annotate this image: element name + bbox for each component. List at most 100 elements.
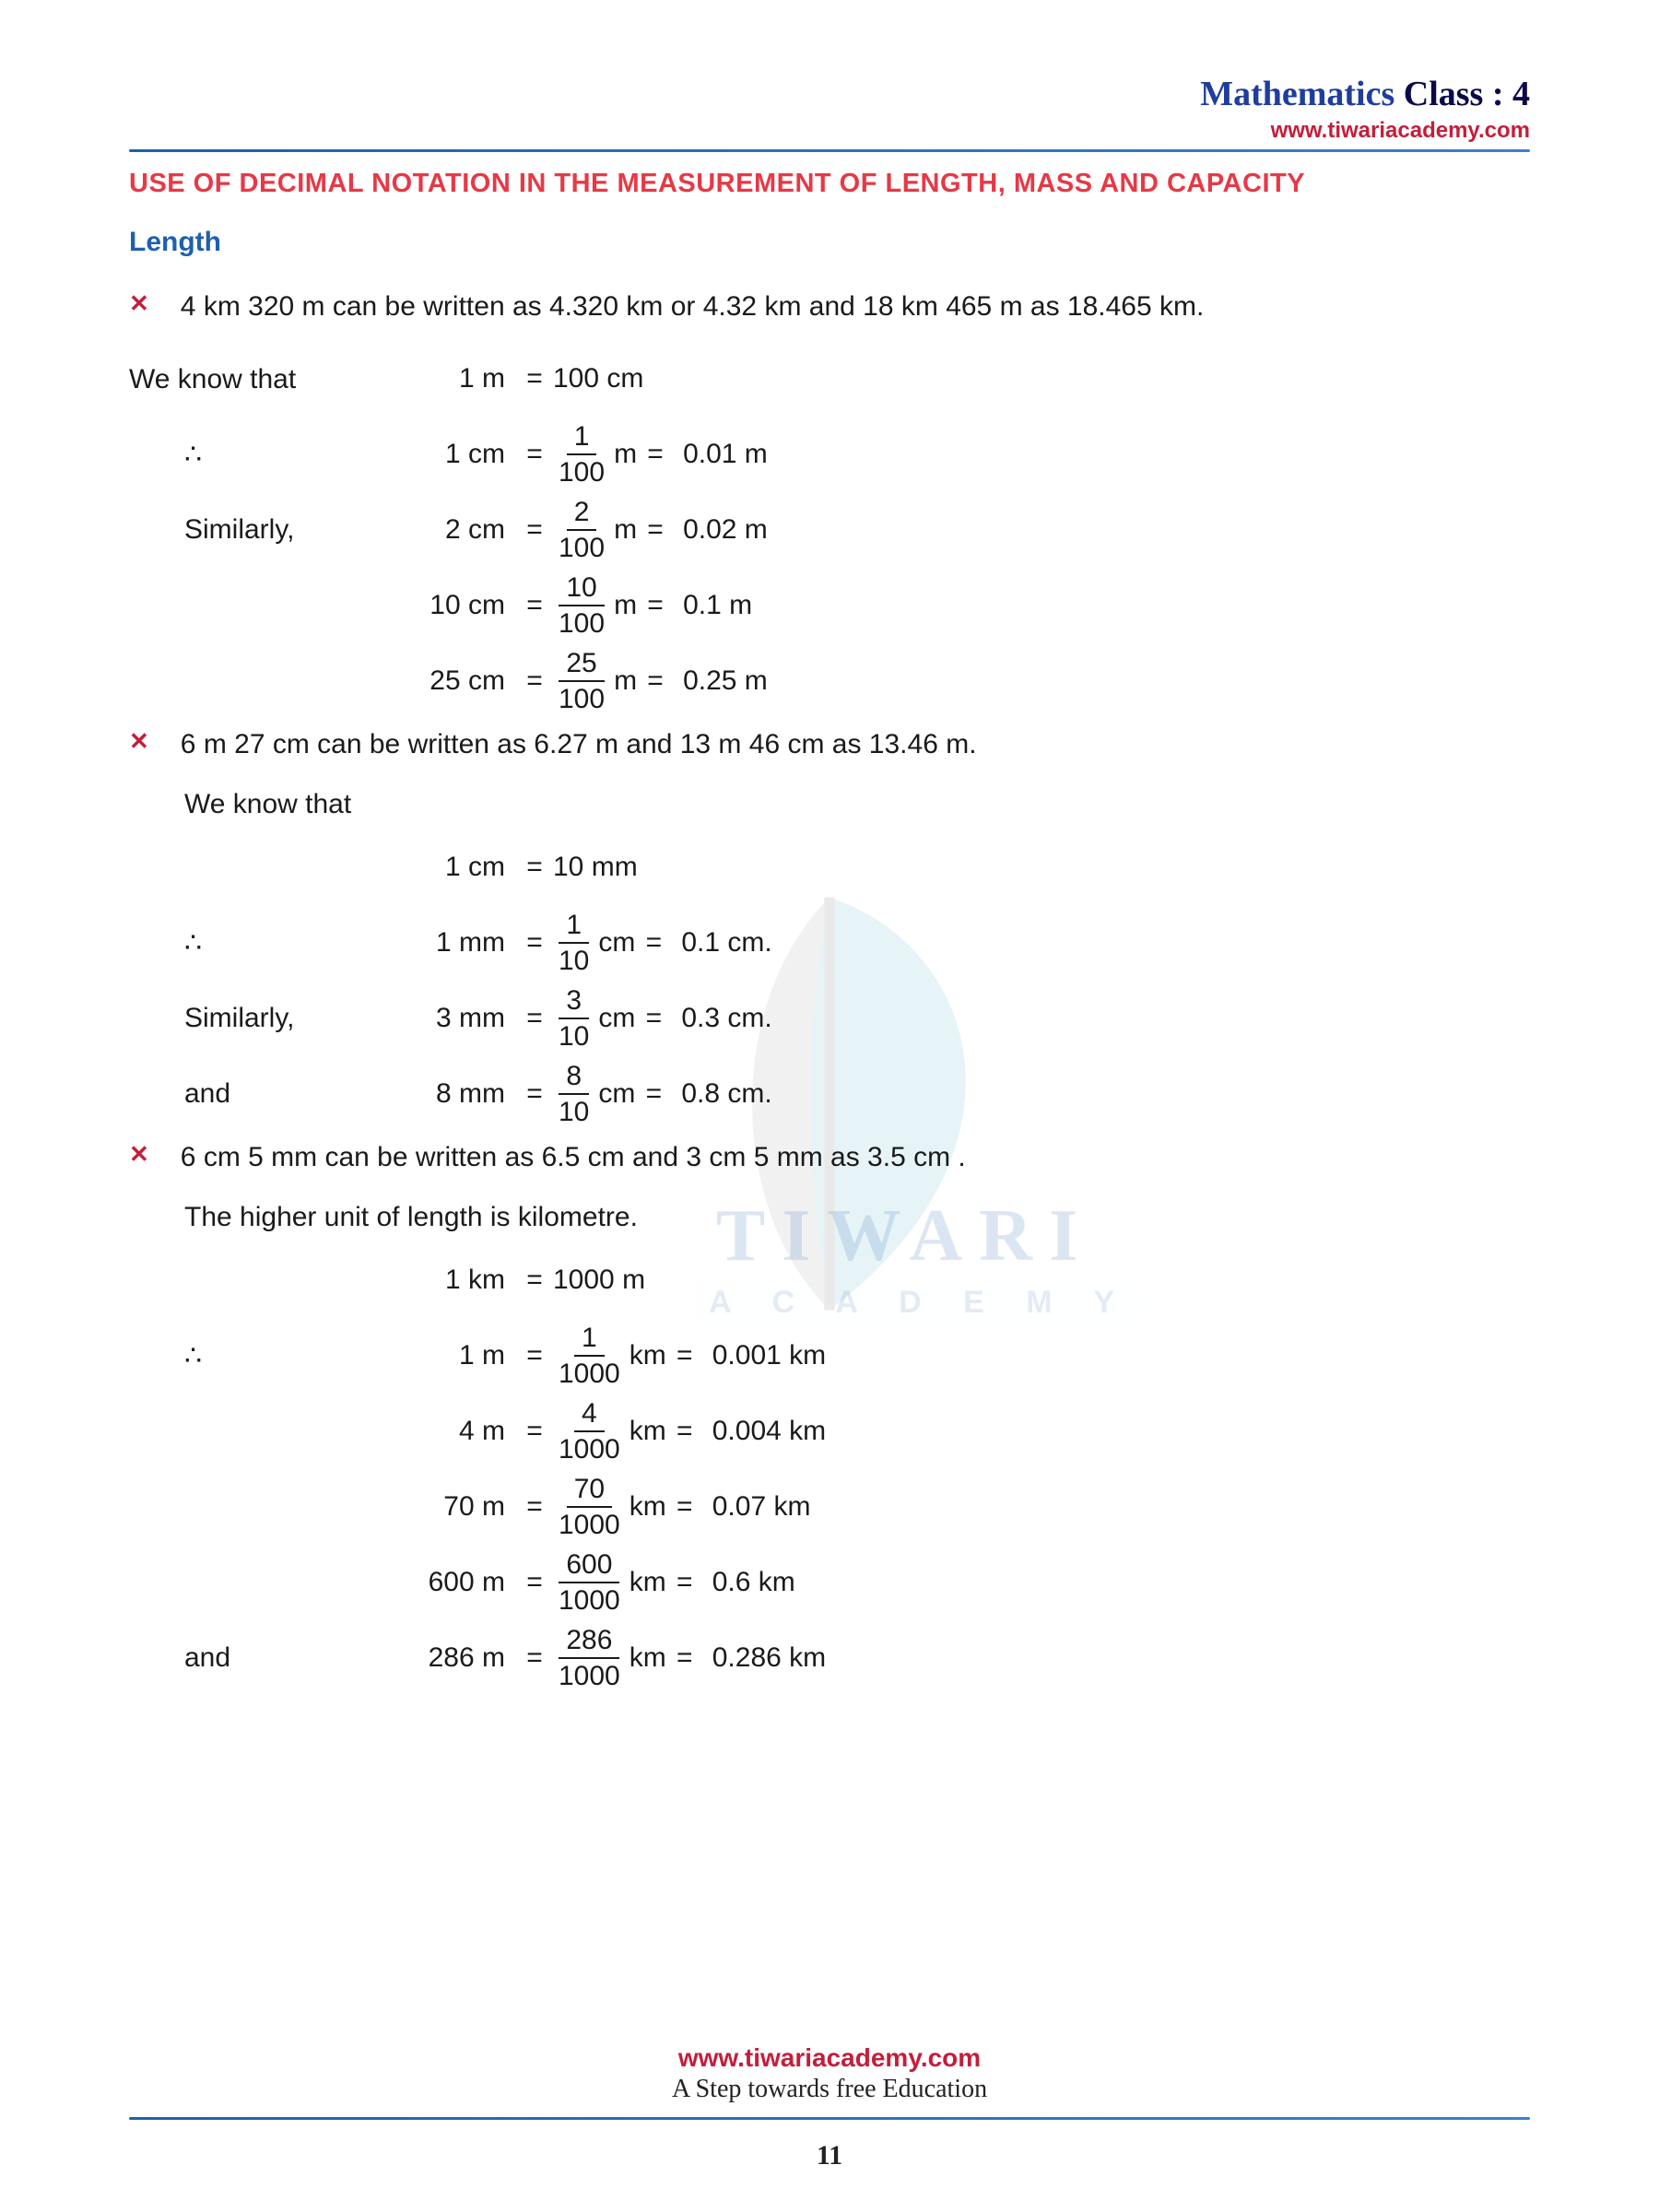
fraction-denominator: 1000	[559, 1583, 620, 1616]
equals: =	[635, 927, 672, 959]
lhs: 10 cm	[369, 590, 516, 621]
equals: =	[516, 1642, 553, 1674]
equals: =	[666, 1416, 703, 1447]
higher-unit-line: The higher unit of length is kilometre.	[184, 1196, 1530, 1238]
fraction-denominator: 1000	[559, 1432, 620, 1465]
equals: =	[516, 1265, 553, 1296]
bullet-text: 4 km 320 m can be written as 4.320 km or…	[181, 286, 1205, 327]
lhs: 1 m	[369, 363, 516, 394]
equals: =	[637, 514, 674, 546]
row-label: and	[184, 1078, 369, 1110]
unit: km	[629, 1642, 666, 1674]
lhs: 2 cm	[369, 514, 516, 546]
fraction: 310	[559, 985, 589, 1052]
row-label: ∴	[184, 439, 369, 471]
equals: =	[516, 363, 553, 394]
equals: =	[516, 927, 553, 959]
formula-row: 1 cm = 10 mm	[184, 834, 1530, 900]
fraction-numerator: 3	[559, 985, 589, 1019]
equals: =	[516, 590, 553, 621]
fraction-numerator: 286	[559, 1625, 619, 1659]
fraction-denominator: 100	[559, 455, 605, 488]
fraction-numerator: 1	[574, 1323, 605, 1357]
row-label: ∴	[184, 1340, 369, 1372]
decimal-value: 0.25 m	[683, 665, 768, 697]
equals: =	[637, 439, 674, 470]
decimal-value: 0.286 km	[712, 1642, 826, 1674]
fraction-numerator: 10	[559, 572, 604, 606]
formula-row: Similarly,2 cm=2100 m=0.02 m	[184, 497, 1530, 563]
equals: =	[516, 1340, 553, 1371]
formula-row: and8 mm=810 cm=0.8 cm.	[184, 1061, 1530, 1127]
lhs: 1 m	[369, 1340, 516, 1371]
lhs: 600 m	[369, 1567, 516, 1598]
unit: m	[614, 590, 637, 621]
formula-row: We know that 1 m = 100 cm	[129, 346, 1530, 412]
bullet-icon: ✕	[129, 1140, 149, 1169]
rhs: 10 mm	[553, 852, 638, 883]
equals: =	[516, 514, 553, 546]
fraction: 110	[559, 910, 589, 976]
rhs: 100 cm	[553, 363, 643, 394]
header-title-suffix: Class : 4	[1404, 75, 1530, 113]
fraction: 11000	[559, 1323, 620, 1389]
bullet-row: ✕ 4 km 320 m can be written as 4.320 km …	[129, 286, 1530, 327]
section-title: USE OF DECIMAL NOTATION IN THE MEASUREME…	[129, 169, 1530, 199]
decimal-value: 0.001 km	[712, 1340, 826, 1371]
fraction-denominator: 1000	[559, 1508, 620, 1540]
lhs: 1 cm	[369, 852, 516, 883]
fraction-denominator: 10	[559, 1095, 589, 1127]
equals: =	[516, 1003, 553, 1034]
equals: =	[635, 1078, 672, 1110]
equals: =	[637, 665, 674, 697]
unit: km	[629, 1340, 666, 1371]
bullet-row: ✕ 6 m 27 cm can be written as 6.27 m and…	[129, 724, 1530, 765]
decimal-value: 0.004 km	[712, 1416, 826, 1447]
sub-heading-length: Length	[129, 227, 1530, 258]
fraction-denominator: 10	[559, 1019, 589, 1052]
equals: =	[637, 590, 674, 621]
unit: km	[629, 1567, 666, 1598]
row-label: ∴	[184, 927, 369, 959]
formula-row: 4 m=41000 km=0.004 km	[184, 1398, 1530, 1465]
decimal-value: 0.6 km	[712, 1567, 795, 1598]
row-label: and	[184, 1642, 369, 1674]
lhs: 1 cm	[369, 439, 516, 470]
lhs: 8 mm	[369, 1078, 516, 1110]
decimal-value: 0.8 cm.	[681, 1078, 771, 1110]
header-title: Mathematics Class : 4	[129, 74, 1530, 114]
formula-row: Similarly,3 mm=310 cm=0.3 cm.	[184, 985, 1530, 1052]
fraction-denominator: 100	[559, 606, 605, 639]
fraction-numerator: 600	[559, 1549, 619, 1583]
equals: =	[516, 1567, 553, 1598]
rhs: 1000 m	[553, 1265, 645, 1296]
fraction: 701000	[559, 1474, 620, 1540]
formula-row: 10 cm=10100 m=0.1 m	[184, 572, 1530, 639]
fraction: 6001000	[559, 1549, 620, 1616]
formula-row: ∴1 mm=110 cm=0.1 cm.	[184, 910, 1530, 976]
unit: m	[614, 514, 637, 546]
header-url: www.tiwariacademy.com	[129, 118, 1530, 144]
fraction-denominator: 100	[559, 531, 605, 563]
footer-tagline: A Step towards free Education	[0, 2075, 1659, 2104]
lhs: 1 mm	[369, 927, 516, 959]
equals: =	[666, 1642, 703, 1674]
equals: =	[516, 1416, 553, 1447]
decimal-value: 0.02 m	[683, 514, 768, 546]
lhs: 4 m	[369, 1416, 516, 1447]
equals: =	[516, 665, 553, 697]
equals: =	[516, 1078, 553, 1110]
lhs: 70 m	[369, 1491, 516, 1523]
equals: =	[516, 439, 553, 470]
equals: =	[666, 1491, 703, 1523]
fraction: 2100	[559, 497, 605, 563]
formula-row: 25 cm=25100 m=0.25 m	[184, 648, 1530, 714]
fraction: 10100	[559, 572, 605, 639]
equals: =	[516, 1491, 553, 1523]
fraction-numerator: 4	[574, 1398, 605, 1432]
unit: m	[614, 665, 637, 697]
fraction: 41000	[559, 1398, 620, 1465]
footer: www.tiwariacademy.com A Step towards fre…	[0, 2043, 1659, 2120]
lhs: 25 cm	[369, 665, 516, 697]
lhs: 1 km	[369, 1265, 516, 1296]
